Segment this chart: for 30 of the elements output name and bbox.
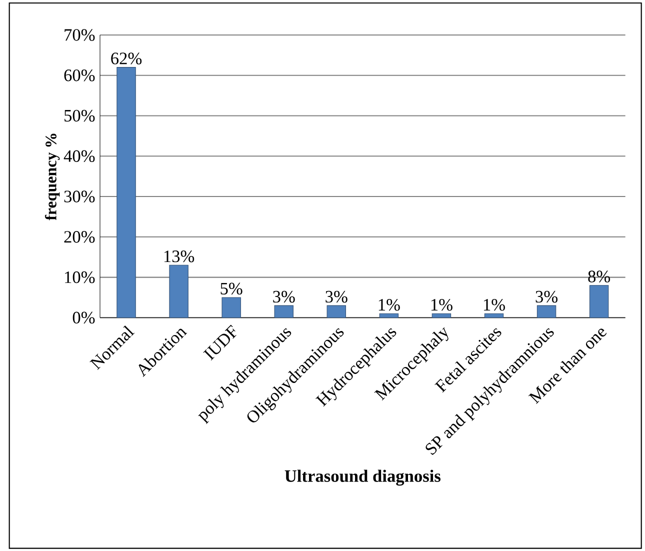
bar	[432, 313, 452, 318]
bar	[536, 305, 556, 318]
bar	[589, 285, 609, 318]
data-label: 13%	[164, 250, 194, 262]
bar	[484, 313, 504, 318]
y-tick-label: 30%	[64, 190, 95, 202]
y-tick-label: 60%	[64, 70, 95, 82]
data-label: 1%	[378, 298, 400, 311]
x-axis-title: Ultrasound diagnosis	[284, 470, 440, 486]
data-label: 8%	[588, 270, 610, 282]
bar	[274, 305, 294, 318]
bar	[116, 67, 136, 318]
y-tick-label: 40%	[64, 150, 95, 162]
y-tick-label: 0%	[72, 312, 95, 324]
data-label: 3%	[536, 290, 558, 303]
y-tick-label: 10%	[65, 271, 95, 284]
bar	[222, 297, 241, 318]
y-axis-title: frequency %	[44, 134, 60, 220]
data-label: 1%	[484, 298, 505, 311]
data-label: 5%	[220, 282, 242, 295]
data-label: 62%	[111, 52, 142, 64]
y-tick-label: 70%	[64, 29, 95, 41]
data-label: 1%	[431, 298, 452, 311]
bar	[169, 264, 188, 318]
y-tick-label: 20%	[64, 231, 95, 243]
data-label: 3%	[273, 290, 295, 303]
data-label: 3%	[326, 290, 348, 303]
bar	[326, 305, 346, 318]
y-tick-label: 50%	[64, 110, 95, 122]
bar	[379, 313, 399, 318]
